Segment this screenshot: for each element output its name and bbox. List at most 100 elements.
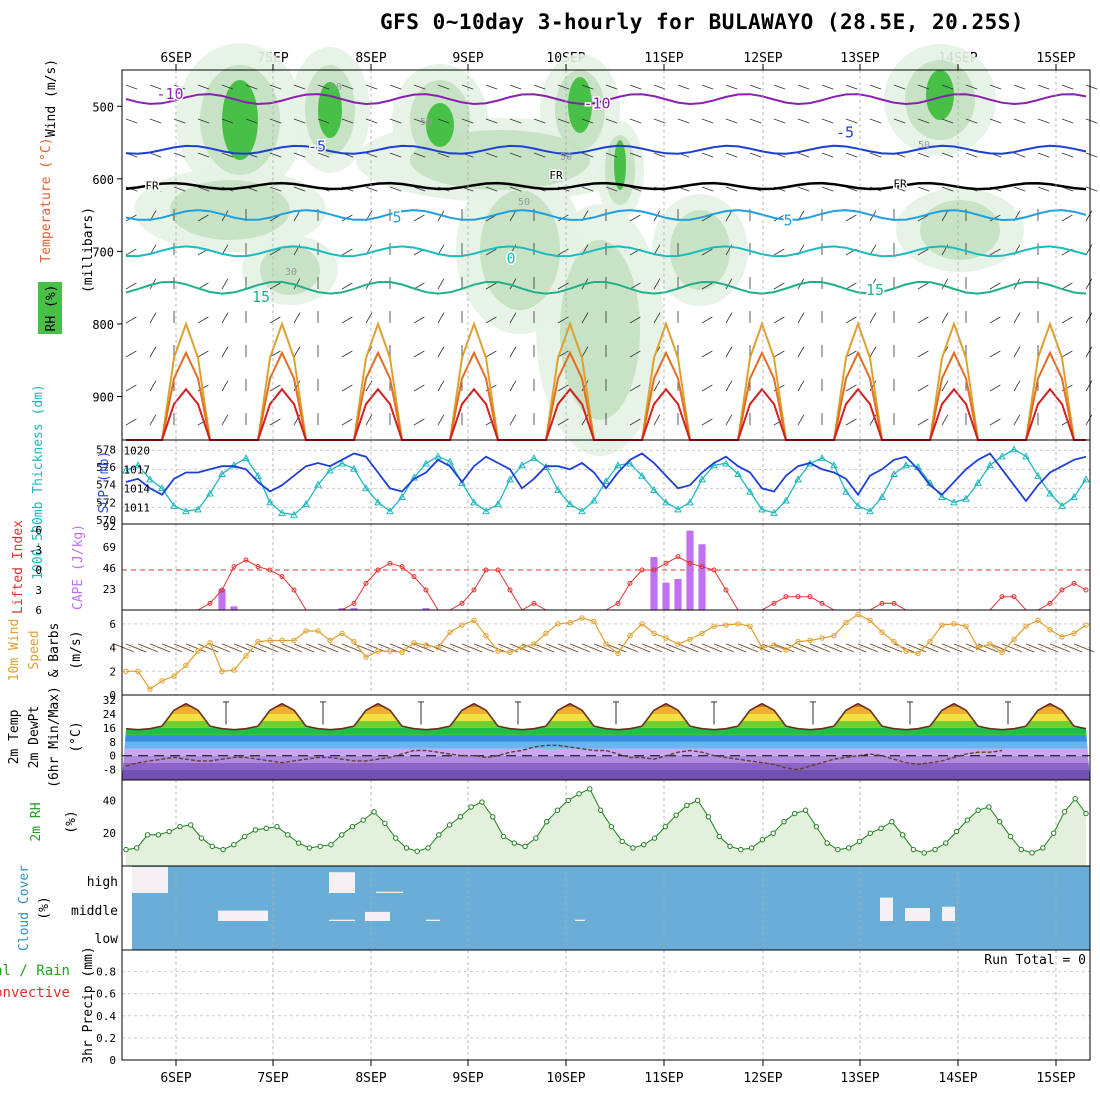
wind-barb bbox=[437, 278, 445, 290]
thickness-point bbox=[650, 485, 658, 493]
wind-speed-point bbox=[255, 638, 261, 645]
rh-point bbox=[209, 843, 215, 850]
wind-speed-point bbox=[219, 668, 225, 674]
wind-speed-point bbox=[171, 673, 177, 679]
thickness-point bbox=[122, 466, 130, 474]
wind-barb bbox=[125, 384, 137, 392]
wind-speed-point bbox=[939, 622, 945, 628]
surface-wind-barb bbox=[713, 643, 735, 653]
surface-wind-barb bbox=[845, 643, 867, 653]
wind-barb bbox=[653, 380, 661, 392]
wind-barb bbox=[917, 118, 930, 124]
rh-point bbox=[608, 823, 615, 830]
rh-point bbox=[1018, 846, 1024, 853]
thickness-point bbox=[698, 475, 706, 483]
rh-point bbox=[1007, 833, 1014, 840]
date-label-top: 11SEP bbox=[644, 51, 683, 66]
wind-barb bbox=[917, 384, 929, 392]
chart-title: GFS 0~10day 3-hourly for BULAWAYO (28.5E… bbox=[380, 10, 1025, 34]
wind-barb bbox=[1013, 84, 1026, 90]
wind-barb bbox=[629, 186, 642, 192]
wind-barb bbox=[485, 84, 498, 90]
cloud-level-middle: middle bbox=[71, 904, 118, 919]
contour-label: FR bbox=[145, 180, 159, 193]
wind-speed-point bbox=[531, 641, 537, 647]
wind-speed-point bbox=[447, 629, 453, 635]
wind-barb bbox=[773, 316, 785, 324]
surface-wind-barb bbox=[689, 643, 711, 653]
thickness-point bbox=[506, 475, 514, 483]
wind-barb bbox=[509, 186, 522, 192]
surface-wind-barb bbox=[137, 643, 159, 653]
cape-tick-label: 92 bbox=[103, 520, 116, 533]
temp-band bbox=[122, 734, 1090, 742]
wind-barb bbox=[293, 118, 306, 124]
wind-barb bbox=[725, 186, 738, 192]
wind-barb bbox=[917, 316, 929, 324]
surface-wind-barb bbox=[377, 643, 399, 653]
thickness-point bbox=[1082, 475, 1090, 483]
wind-barb bbox=[821, 84, 834, 90]
slp-line bbox=[125, 452, 1087, 503]
lifted-index-point bbox=[483, 567, 489, 573]
wind-barb bbox=[773, 118, 786, 124]
wind-speed-point bbox=[1047, 627, 1053, 633]
wind-barb bbox=[917, 418, 929, 426]
rh-tick-label: 40 bbox=[103, 794, 116, 807]
rh-point bbox=[177, 823, 183, 830]
rh-point bbox=[511, 840, 518, 846]
date-label-bottom: 7SEP bbox=[257, 1071, 288, 1086]
wind-barb bbox=[509, 152, 522, 158]
lifted-index-point bbox=[651, 567, 657, 573]
thickness-point bbox=[1046, 489, 1054, 497]
wind-speed-point bbox=[675, 641, 681, 647]
run-total-label: Run Total = 0 bbox=[984, 953, 1086, 968]
wind-barb bbox=[557, 248, 569, 256]
wind-barb bbox=[989, 84, 1002, 90]
wind-barb bbox=[581, 312, 589, 324]
rh-point bbox=[198, 835, 205, 841]
date-gridlines bbox=[175, 866, 1057, 950]
wind-barb bbox=[581, 186, 594, 192]
temp-tick-label: -8 bbox=[103, 764, 116, 777]
lifted-index-point bbox=[531, 600, 537, 606]
wind-speed-point bbox=[183, 662, 189, 669]
thickness-point bbox=[854, 501, 862, 509]
wind-speed-point bbox=[987, 641, 993, 647]
contour-label: 5 bbox=[392, 208, 401, 226]
wind-barb bbox=[413, 214, 425, 222]
thickness-point bbox=[1058, 501, 1066, 509]
wind-barb bbox=[293, 312, 301, 324]
thickness-point bbox=[950, 498, 958, 506]
thickness-point bbox=[758, 505, 766, 513]
wind-barb bbox=[605, 152, 618, 158]
wind-speed-point bbox=[159, 678, 165, 684]
wind-barb bbox=[221, 380, 229, 392]
wind-barb bbox=[269, 350, 281, 358]
wind-barb bbox=[509, 414, 517, 426]
surface-wind-barb bbox=[977, 643, 999, 653]
wind-speed-point bbox=[471, 617, 477, 623]
precip-tick-label: 0.4 bbox=[96, 1010, 116, 1023]
wind-barb bbox=[725, 312, 733, 324]
wind-speed-point bbox=[879, 629, 885, 635]
wind-barb bbox=[917, 350, 929, 358]
wind-barb bbox=[437, 346, 445, 358]
rh-high bbox=[568, 77, 592, 133]
rh-point bbox=[1061, 809, 1068, 815]
wind-barb bbox=[629, 118, 642, 124]
date-label-bottom: 14SEP bbox=[938, 1071, 977, 1086]
wind-barb bbox=[797, 186, 810, 192]
surface-wind-barb bbox=[293, 643, 315, 653]
wind-barb bbox=[581, 152, 594, 158]
lifted-index-point bbox=[399, 564, 405, 570]
cloud-axis-label: Cloud Cover bbox=[17, 865, 32, 951]
rh-point bbox=[382, 820, 388, 827]
rh-point bbox=[964, 817, 971, 823]
thickness-point bbox=[986, 461, 994, 469]
wind-barb bbox=[869, 84, 882, 90]
wind-barb bbox=[1085, 278, 1093, 290]
thickness-point bbox=[890, 470, 898, 478]
date-label-top: 9SEP bbox=[452, 51, 483, 66]
surface-wind-barb bbox=[617, 643, 639, 653]
